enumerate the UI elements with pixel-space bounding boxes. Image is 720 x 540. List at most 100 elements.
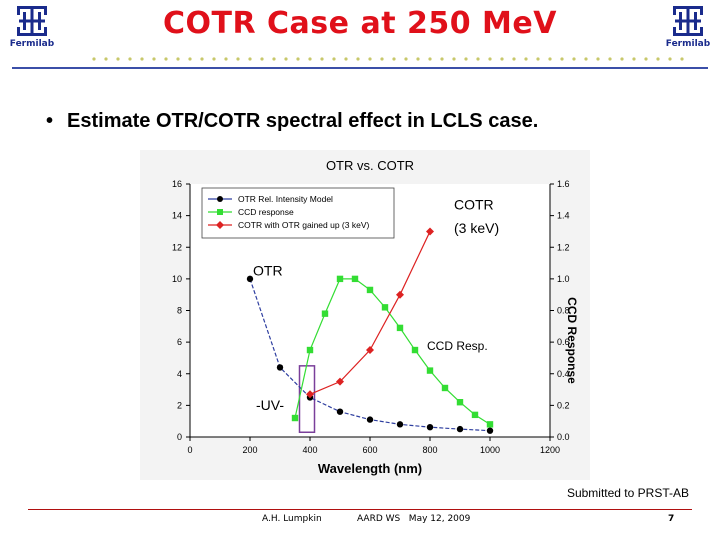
- divider-dot: [440, 57, 444, 61]
- data-point: [321, 310, 329, 317]
- chart-annotation: OTR: [253, 263, 283, 279]
- legend-label: COTR with OTR gained up (3 keV): [238, 220, 369, 230]
- divider-dot: [656, 57, 660, 61]
- chart-title: OTR vs. COTR: [326, 158, 414, 173]
- divider-dot: [428, 57, 432, 61]
- divider-dot: [584, 57, 588, 61]
- y-right-axis-label: CCD Response: [565, 297, 579, 384]
- divider-dot: [212, 57, 216, 61]
- divider-dot: [632, 57, 636, 61]
- x-tick-label: 0: [187, 445, 192, 455]
- divider-dot: [536, 57, 540, 61]
- data-point: [411, 346, 419, 354]
- data-point: [276, 364, 284, 371]
- data-point: [426, 367, 434, 374]
- data-point: [366, 416, 374, 423]
- fermilab-logo-left: Fermilab: [2, 4, 62, 56]
- x-axis-label: Wavelength (nm): [318, 461, 422, 476]
- footer-author: A.H. Lumpkin: [262, 514, 322, 524]
- divider-dot: [680, 57, 684, 61]
- divider-dot: [488, 57, 492, 61]
- y-left-tick-label: 12: [172, 242, 182, 252]
- divider-dot: [116, 57, 120, 61]
- otr-cotr-chart: OTR vs. COTR 0 200 400 600 800 1000 1200 0 2 4 6 8 10…: [140, 150, 590, 480]
- chart-annotation: (3 keV): [454, 220, 499, 236]
- y-right-tick-label: 0.2: [557, 400, 570, 410]
- divider-dot: [572, 57, 576, 61]
- divider-dot: [464, 57, 468, 61]
- divider-dot: [380, 57, 384, 61]
- y-right-tick-label: 1.2: [557, 242, 570, 252]
- data-point: [486, 421, 494, 428]
- divider-dot: [548, 57, 552, 61]
- data-point: [396, 290, 404, 299]
- legend-marker: [217, 209, 223, 215]
- data-point: [366, 286, 374, 294]
- divider-dot: [416, 57, 420, 61]
- divider-dot: [404, 57, 408, 61]
- legend-marker: [216, 221, 224, 229]
- y-right-tick-label: 0.0: [557, 432, 570, 442]
- fermilab-mark-icon: [17, 6, 47, 36]
- legend-marker: [217, 196, 223, 202]
- y-right-tick-label: 1.0: [557, 274, 570, 284]
- data-point: [456, 399, 464, 406]
- data-point: [291, 414, 299, 422]
- footer-event: AARD WS May 12, 2009: [357, 514, 471, 524]
- divider-dot: [308, 57, 312, 61]
- divider-dot: [620, 57, 624, 61]
- divider-dot: [476, 57, 480, 61]
- y-right-tick-label: 0.4: [557, 369, 570, 379]
- data-point: [396, 324, 404, 332]
- divider-dot: [248, 57, 252, 61]
- divider-dot: [224, 57, 228, 61]
- divider-dot: [128, 57, 132, 61]
- y-left-tick-label: 14: [172, 211, 182, 221]
- divider-dot: [296, 57, 300, 61]
- data-point: [381, 304, 389, 311]
- divider-dot: [500, 57, 504, 61]
- data-point: [486, 427, 494, 434]
- divider-dot: [92, 57, 96, 61]
- chart-annotation: -UV-: [256, 397, 284, 413]
- data-point: [396, 421, 404, 428]
- legend-label: OTR Rel. Intensity Model: [238, 194, 333, 204]
- y-right-tick-label: 1.6: [557, 179, 570, 189]
- data-point: [441, 384, 449, 392]
- divider-dot: [272, 57, 276, 61]
- y-left-tick-label: 16: [172, 179, 182, 189]
- data-point: [426, 423, 434, 431]
- divider-dot: [104, 57, 108, 61]
- submitted-note: Submitted to PRST-AB: [566, 486, 689, 500]
- divider-dot: [188, 57, 192, 61]
- divider-dot: [260, 57, 264, 61]
- footer-page-number: 7: [668, 514, 675, 524]
- data-point: [246, 275, 254, 283]
- data-point: [336, 408, 344, 415]
- divider-dot: [176, 57, 180, 61]
- fermilab-mark-icon: [673, 6, 703, 36]
- y-right-tick-label: 0.6: [557, 337, 570, 347]
- y-right-tick-label: 0.8: [557, 306, 570, 316]
- divider-dot: [140, 57, 144, 61]
- divider-dot: [236, 57, 240, 61]
- slide-title: COTR Case at 250 MeV: [163, 6, 557, 41]
- data-point: [471, 411, 479, 419]
- y-left-tick-label: 6: [177, 337, 182, 347]
- y-left-tick-label: 2: [177, 400, 182, 410]
- chart-annotation: CCD Resp.: [427, 339, 488, 353]
- x-tick-label: 200: [242, 445, 257, 455]
- data-point: [306, 390, 314, 399]
- x-tick-label: 800: [422, 445, 437, 455]
- fermilab-logo-text: Fermilab: [9, 39, 55, 49]
- y-right-tick-label: 1.4: [557, 211, 570, 221]
- divider-dot: [560, 57, 564, 61]
- x-tick-label: 600: [362, 445, 377, 455]
- bullet-icon: •: [46, 110, 54, 132]
- data-point: [366, 346, 374, 355]
- dotted-divider: [92, 57, 684, 61]
- footer-rule: [28, 509, 692, 510]
- data-point: [306, 346, 314, 354]
- divider-dot: [392, 57, 396, 61]
- divider-dot: [524, 57, 528, 61]
